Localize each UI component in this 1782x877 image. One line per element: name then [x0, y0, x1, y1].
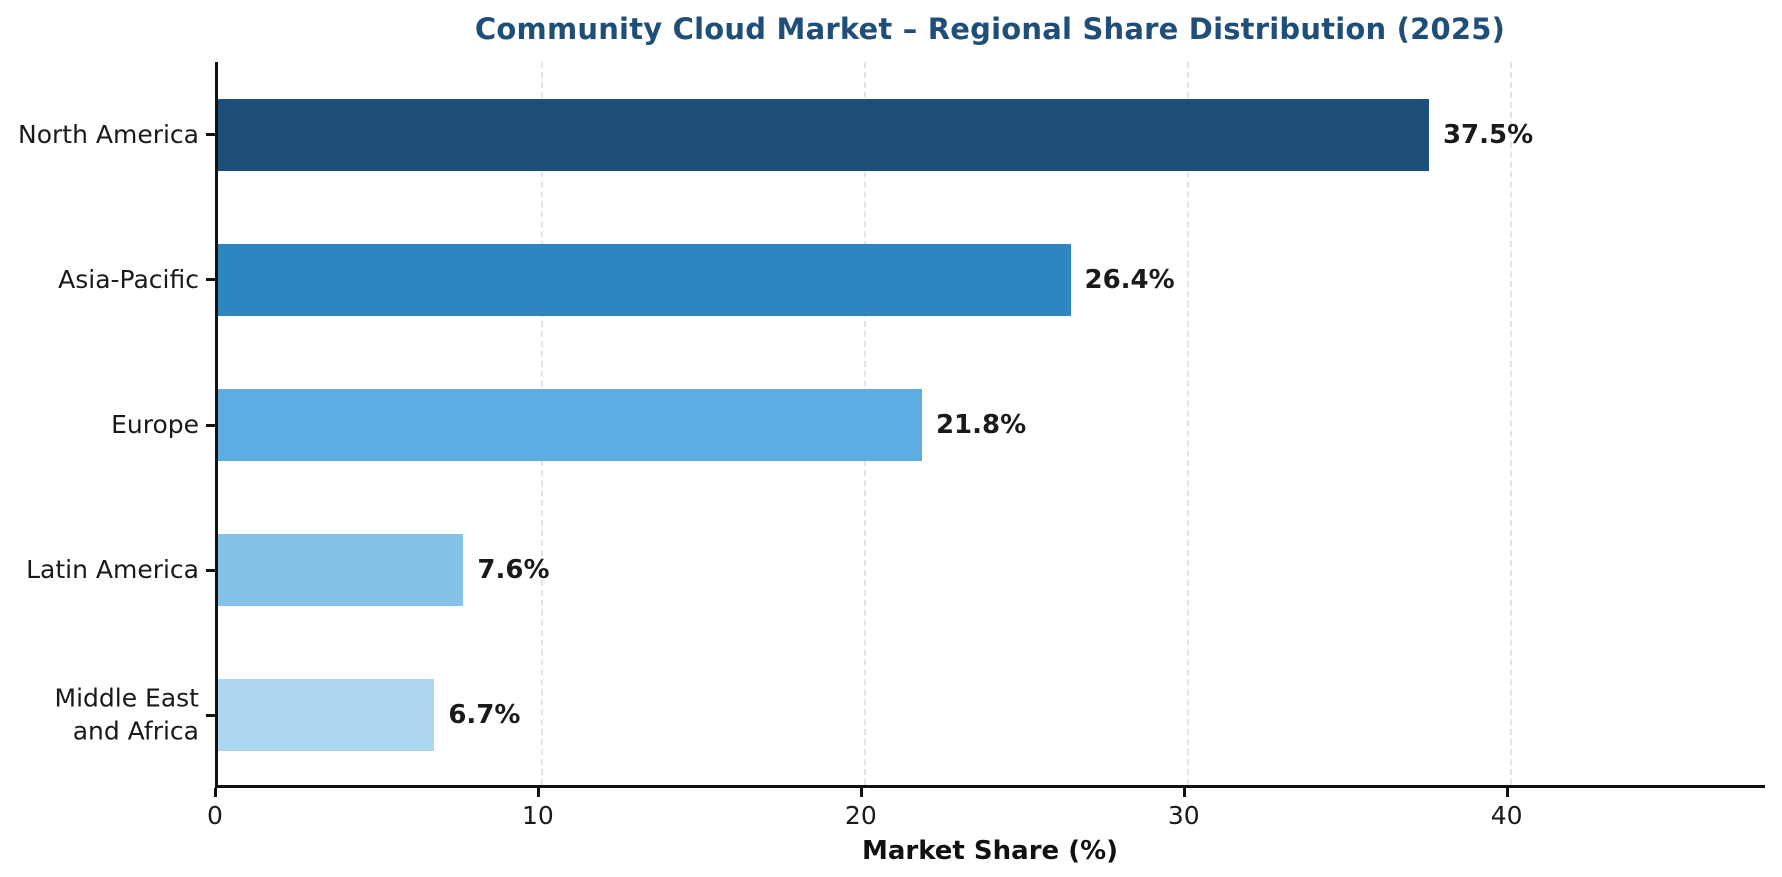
bar-middle-east-and-africa	[218, 679, 435, 752]
gridline-30	[1186, 62, 1189, 785]
x-tick-10	[536, 788, 540, 797]
y-tick-middle-east-and-africa	[206, 713, 215, 717]
x-tick-label-20: 20	[844, 801, 877, 830]
category-label-europe: Europe	[111, 409, 199, 439]
x-tick-label-0: 0	[207, 801, 223, 830]
bar-europe	[218, 389, 922, 461]
x-tick-label-10: 10	[522, 801, 554, 830]
x-tick-label-30: 30	[1167, 801, 1200, 830]
y-tick-europe	[206, 423, 215, 427]
x-axis-label: Market Share (%)	[861, 836, 1119, 866]
x-tick-30	[1182, 788, 1186, 797]
x-tick-0	[214, 788, 217, 797]
x-tick-label-40: 40	[1490, 801, 1523, 830]
plot-area: 37.5% 26.4% 21.8% 7.6% 6.7%	[215, 62, 1765, 788]
value-label-asia-pacific: 26.4%	[1084, 264, 1175, 295]
value-label-middle-east-and-africa: 6.7%	[448, 700, 521, 731]
value-label-europe: 21.8%	[935, 410, 1027, 440]
value-label-north-america: 37.5%	[1442, 119, 1534, 150]
y-tick-asia-pacific	[206, 278, 215, 282]
gridline-40	[1509, 62, 1512, 785]
y-tick-north-america	[206, 133, 215, 137]
category-label-latin-america: Latin America	[26, 554, 199, 584]
bar-latin-america	[218, 534, 464, 607]
bar-north-america	[218, 98, 1429, 171]
chart-title: Community Cloud Market – Regional Share …	[474, 12, 1506, 46]
value-label-latin-america: 7.6%	[477, 555, 550, 586]
x-tick-20	[859, 788, 863, 797]
x-tick-40	[1505, 788, 1509, 797]
y-tick-latin-america	[206, 568, 215, 572]
category-label-north-america: North America	[18, 119, 199, 149]
bar-asia-pacific	[218, 243, 1071, 316]
category-label-middle-east-and-africa: Middle East and Africa	[54, 683, 199, 746]
category-label-asia-pacific: Asia-Pacific	[58, 264, 199, 294]
